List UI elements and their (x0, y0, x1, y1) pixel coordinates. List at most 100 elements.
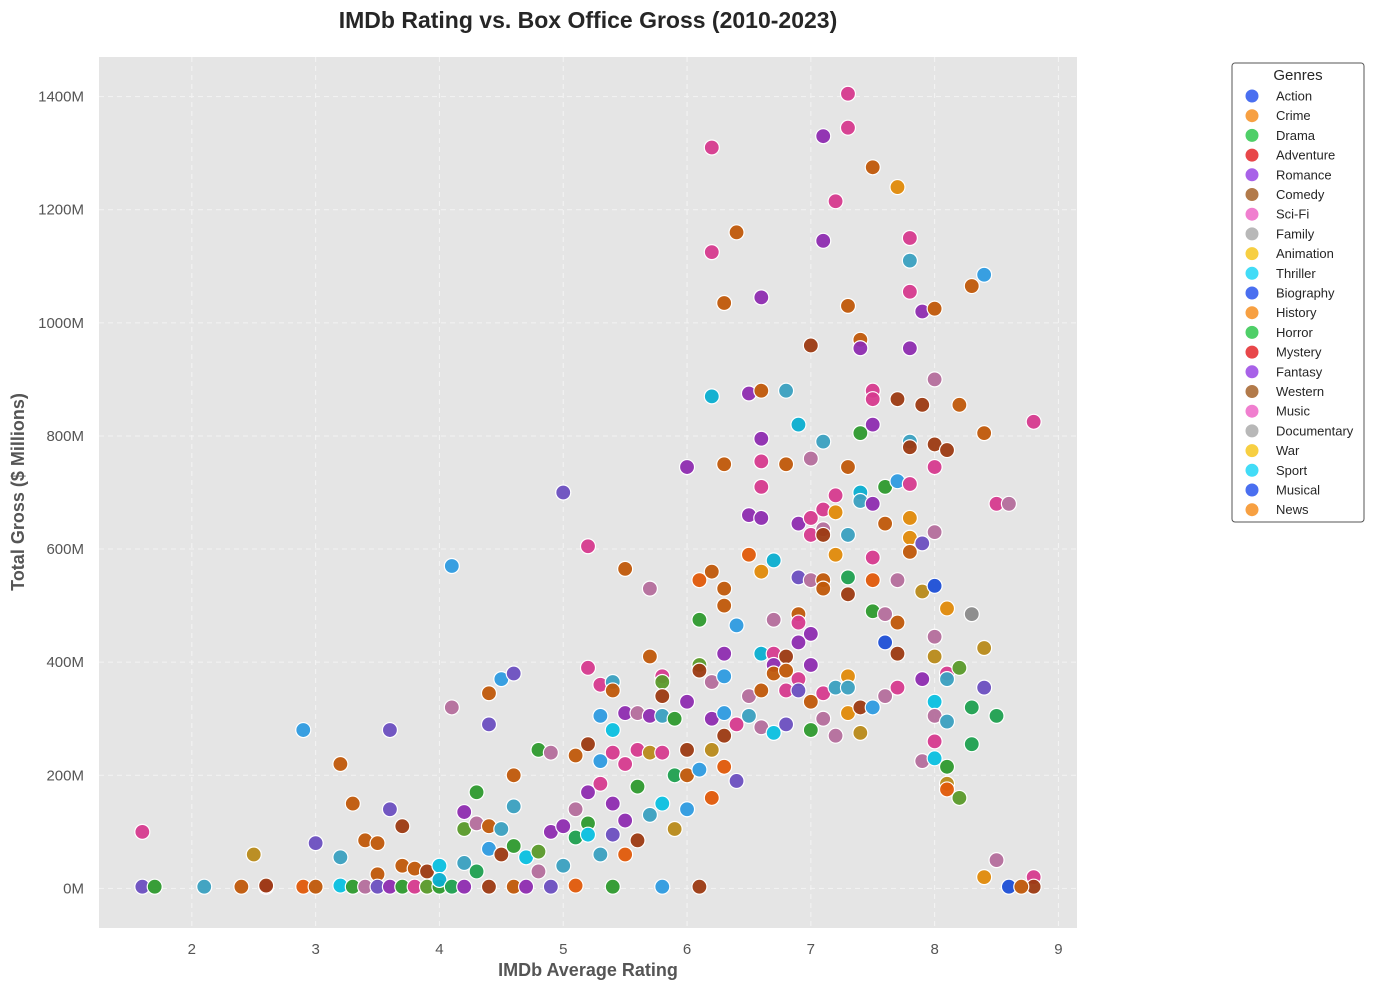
data-point (146, 878, 163, 895)
data-point (691, 761, 708, 778)
data-point (654, 795, 671, 812)
data-point (839, 569, 857, 586)
legend-entry-label: News (1276, 502, 1309, 517)
data-point (728, 617, 745, 634)
data-point (505, 665, 522, 682)
x-tick-label: 8 (930, 941, 938, 958)
legend-entry-label: Drama (1276, 128, 1316, 143)
data-point (567, 747, 584, 764)
data-point (666, 710, 683, 727)
data-point (592, 775, 609, 792)
data-point (1000, 495, 1018, 512)
data-point (926, 733, 943, 750)
data-point (394, 818, 411, 835)
data-point (468, 784, 485, 801)
data-point (864, 495, 881, 512)
data-point (753, 430, 770, 447)
data-point (864, 391, 881, 408)
data-point (604, 795, 621, 812)
data-point (901, 340, 918, 357)
data-point (901, 509, 918, 527)
data-point (716, 456, 733, 473)
data-point (753, 382, 770, 399)
data-point (926, 371, 943, 388)
data-point (703, 139, 720, 156)
data-point (617, 560, 634, 577)
data-point (678, 801, 696, 818)
legend-box (1231, 62, 1365, 523)
data-point (654, 744, 671, 761)
legend-marker (1244, 502, 1260, 518)
data-point (790, 634, 807, 651)
data-point (703, 789, 720, 807)
data-point (852, 425, 869, 442)
data-point (604, 744, 621, 761)
data-point (926, 693, 943, 710)
data-point (604, 721, 621, 739)
data-point (877, 634, 894, 651)
data-point (295, 721, 312, 739)
legend-marker (1244, 364, 1260, 380)
data-point (777, 662, 795, 679)
data-point (468, 863, 485, 880)
data-point (777, 648, 795, 665)
data-point (976, 639, 993, 657)
data-point (196, 878, 213, 895)
data-point (604, 878, 621, 895)
data-point (988, 707, 1005, 725)
data-point (753, 682, 770, 699)
data-point (567, 801, 584, 818)
data-point (518, 878, 535, 895)
y-tick-label: 200M (46, 767, 84, 784)
legend-entry-label: Crime (1276, 108, 1311, 123)
x-tick-label: 3 (311, 941, 319, 958)
data-point (641, 648, 658, 665)
legend-entry-label: Music (1276, 404, 1310, 419)
data-point (740, 546, 758, 563)
data-point (889, 178, 906, 196)
data-point (629, 778, 646, 795)
data-point (233, 878, 250, 895)
data-point (456, 803, 473, 821)
data-point (765, 552, 782, 569)
data-point (938, 441, 956, 459)
data-point (691, 878, 708, 895)
data-point (777, 382, 795, 399)
legend-marker (1244, 226, 1260, 242)
legend-entry-label: Mystery (1276, 345, 1322, 360)
data-point (579, 826, 597, 843)
legend: Genres Action Crime Drama Adventure Romance C… (1231, 62, 1365, 523)
data-point (802, 337, 819, 354)
data-point (802, 656, 819, 674)
x-tick-label: 2 (188, 941, 196, 958)
data-point (604, 682, 621, 699)
data-point (740, 707, 758, 725)
legend-marker (1244, 443, 1260, 459)
data-point (802, 625, 819, 642)
y-tick-label: 600M (46, 541, 84, 558)
y-tick-label: 1200M (38, 202, 84, 219)
y-tick-label: 0M (63, 880, 84, 897)
data-point (827, 504, 844, 521)
data-point (802, 509, 819, 527)
legend-entry-label: Sport (1276, 463, 1307, 478)
data-point (901, 543, 918, 560)
data-point (802, 450, 819, 467)
data-point (555, 857, 572, 874)
data-point (988, 852, 1005, 869)
x-axis-ticks: 2 3 4 5 6 7 8 9 (188, 941, 1063, 958)
data-point (765, 611, 782, 628)
legend-marker (1244, 206, 1260, 222)
data-point (617, 846, 634, 863)
data-point (963, 699, 980, 716)
data-point (951, 789, 968, 807)
data-point (938, 781, 956, 798)
data-point (728, 224, 745, 241)
data-point (963, 606, 980, 623)
data-point (976, 868, 993, 886)
data-point (963, 736, 980, 753)
data-point (691, 662, 708, 679)
data-point (926, 648, 943, 665)
data-point (493, 820, 510, 838)
data-point (753, 289, 770, 306)
